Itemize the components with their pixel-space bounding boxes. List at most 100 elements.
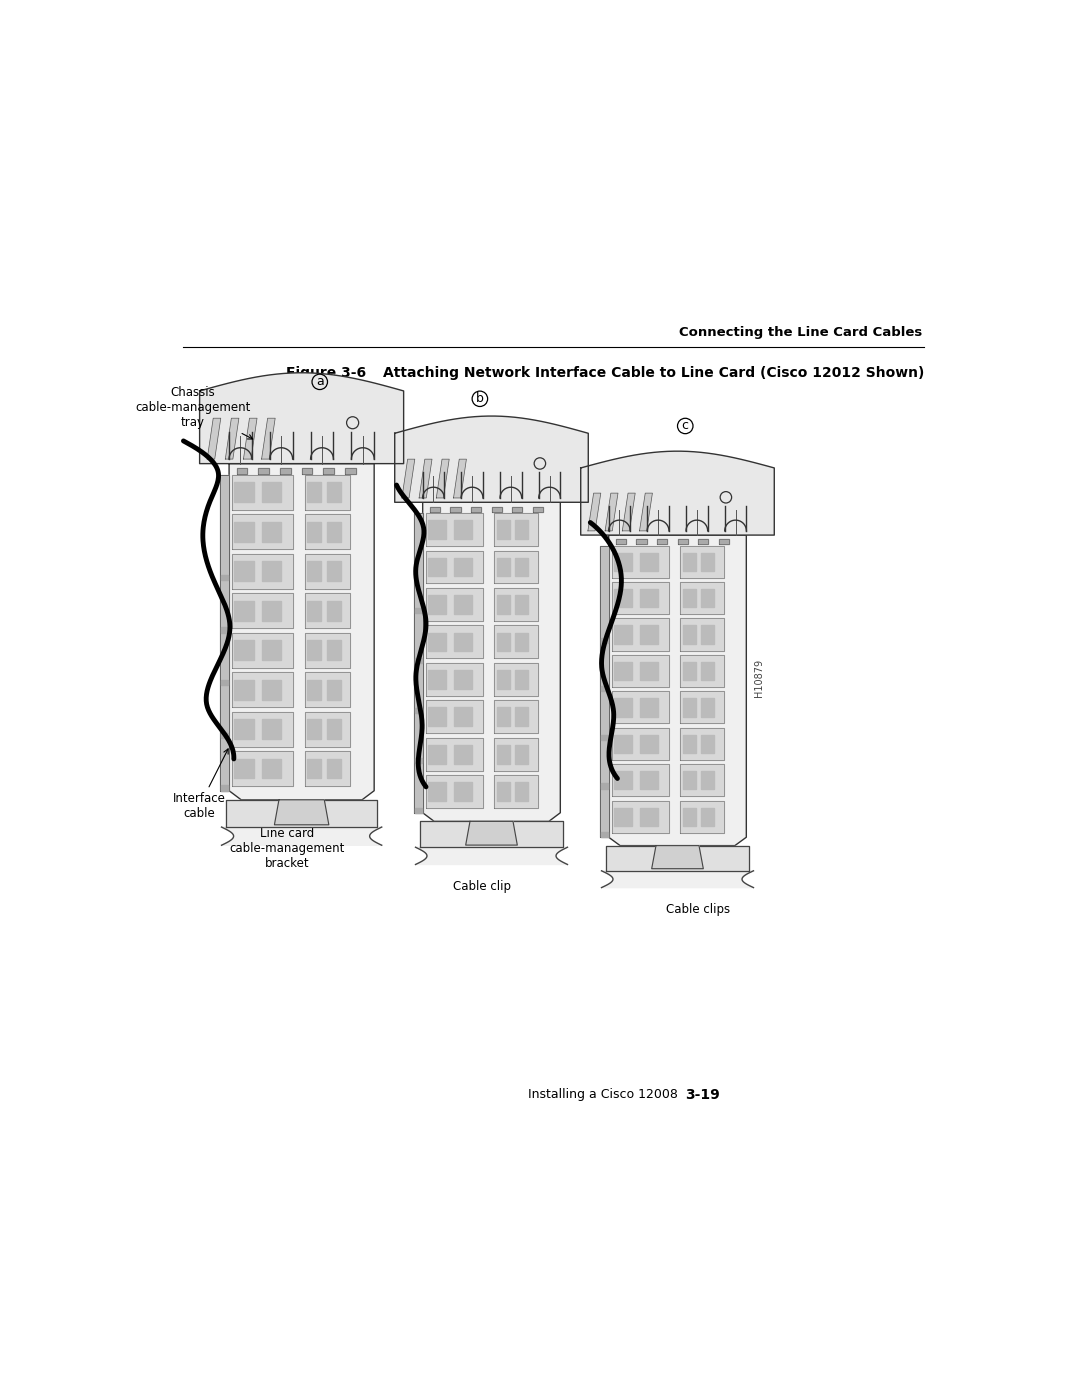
- Text: c: c: [681, 419, 689, 433]
- Text: Attaching Network Interface Cable to Line Card (Cisco 12012 Shown): Attaching Network Interface Cable to Lin…: [383, 366, 924, 380]
- Polygon shape: [327, 680, 340, 700]
- Text: 3-19: 3-19: [685, 1088, 720, 1102]
- Polygon shape: [491, 507, 502, 511]
- Polygon shape: [327, 601, 340, 620]
- Polygon shape: [301, 468, 312, 474]
- Polygon shape: [701, 552, 714, 571]
- Polygon shape: [515, 745, 528, 764]
- Polygon shape: [454, 745, 472, 764]
- Polygon shape: [415, 757, 422, 763]
- Polygon shape: [305, 752, 350, 787]
- Polygon shape: [651, 845, 703, 869]
- Polygon shape: [226, 800, 377, 827]
- Polygon shape: [232, 555, 293, 588]
- Polygon shape: [609, 535, 746, 845]
- Polygon shape: [600, 546, 609, 837]
- Polygon shape: [221, 827, 381, 845]
- Text: Line card
cable-management
bracket: Line card cable-management bracket: [229, 827, 345, 870]
- Polygon shape: [454, 520, 472, 539]
- Polygon shape: [465, 821, 517, 845]
- Polygon shape: [497, 745, 510, 764]
- Polygon shape: [497, 782, 510, 800]
- Polygon shape: [605, 493, 618, 531]
- Polygon shape: [613, 807, 632, 826]
- Polygon shape: [657, 539, 667, 545]
- Text: a: a: [315, 376, 324, 388]
- Polygon shape: [495, 626, 538, 658]
- Polygon shape: [683, 698, 696, 717]
- Polygon shape: [497, 595, 510, 613]
- Polygon shape: [207, 418, 220, 460]
- Polygon shape: [680, 764, 724, 796]
- Polygon shape: [639, 735, 658, 753]
- Polygon shape: [515, 520, 528, 539]
- Polygon shape: [420, 821, 563, 847]
- Text: Chassis
cable-management
tray: Chassis cable-management tray: [135, 387, 253, 439]
- Polygon shape: [261, 640, 281, 661]
- Polygon shape: [454, 460, 467, 497]
- Polygon shape: [200, 373, 404, 464]
- Polygon shape: [220, 475, 229, 791]
- Polygon shape: [428, 782, 446, 800]
- Polygon shape: [274, 800, 328, 824]
- Polygon shape: [611, 800, 670, 833]
- Polygon shape: [430, 507, 441, 511]
- Polygon shape: [305, 594, 350, 629]
- Polygon shape: [307, 719, 321, 739]
- Polygon shape: [327, 522, 340, 542]
- Polygon shape: [232, 672, 293, 707]
- Polygon shape: [243, 418, 257, 460]
- Polygon shape: [683, 735, 696, 753]
- Polygon shape: [683, 552, 696, 571]
- Polygon shape: [515, 671, 528, 689]
- Text: Installing a Cisco 12008: Installing a Cisco 12008: [528, 1088, 677, 1101]
- Polygon shape: [495, 664, 538, 696]
- Polygon shape: [234, 759, 254, 778]
- Polygon shape: [305, 555, 350, 588]
- Polygon shape: [428, 557, 446, 577]
- Polygon shape: [422, 503, 561, 821]
- Polygon shape: [261, 522, 281, 542]
- Polygon shape: [414, 513, 422, 813]
- Polygon shape: [495, 738, 538, 771]
- Polygon shape: [613, 626, 632, 644]
- Polygon shape: [426, 664, 484, 696]
- Polygon shape: [234, 482, 254, 502]
- Polygon shape: [680, 619, 724, 651]
- Polygon shape: [234, 601, 254, 620]
- Polygon shape: [307, 601, 321, 620]
- Polygon shape: [680, 692, 724, 724]
- Polygon shape: [220, 732, 228, 738]
- Polygon shape: [611, 619, 670, 651]
- Polygon shape: [327, 759, 340, 778]
- Polygon shape: [261, 562, 281, 581]
- Polygon shape: [220, 627, 228, 633]
- Polygon shape: [415, 608, 422, 613]
- Polygon shape: [680, 583, 724, 615]
- Polygon shape: [680, 546, 724, 577]
- Polygon shape: [683, 807, 696, 826]
- Polygon shape: [613, 771, 632, 789]
- Polygon shape: [226, 418, 239, 460]
- Polygon shape: [602, 870, 754, 887]
- Polygon shape: [639, 552, 658, 571]
- Polygon shape: [454, 707, 472, 726]
- Polygon shape: [600, 784, 608, 789]
- Polygon shape: [232, 475, 293, 510]
- Polygon shape: [613, 698, 632, 717]
- Polygon shape: [261, 719, 281, 739]
- Polygon shape: [261, 482, 281, 502]
- Polygon shape: [600, 686, 608, 692]
- Polygon shape: [616, 539, 626, 545]
- Polygon shape: [515, 557, 528, 577]
- Polygon shape: [611, 655, 670, 687]
- Polygon shape: [683, 626, 696, 644]
- Polygon shape: [450, 507, 461, 511]
- Polygon shape: [680, 800, 724, 833]
- Polygon shape: [701, 590, 714, 608]
- Polygon shape: [305, 712, 350, 746]
- Polygon shape: [426, 513, 484, 546]
- Text: Connecting the Line Card Cables: Connecting the Line Card Cables: [679, 326, 922, 338]
- Polygon shape: [232, 712, 293, 746]
- Polygon shape: [307, 482, 321, 502]
